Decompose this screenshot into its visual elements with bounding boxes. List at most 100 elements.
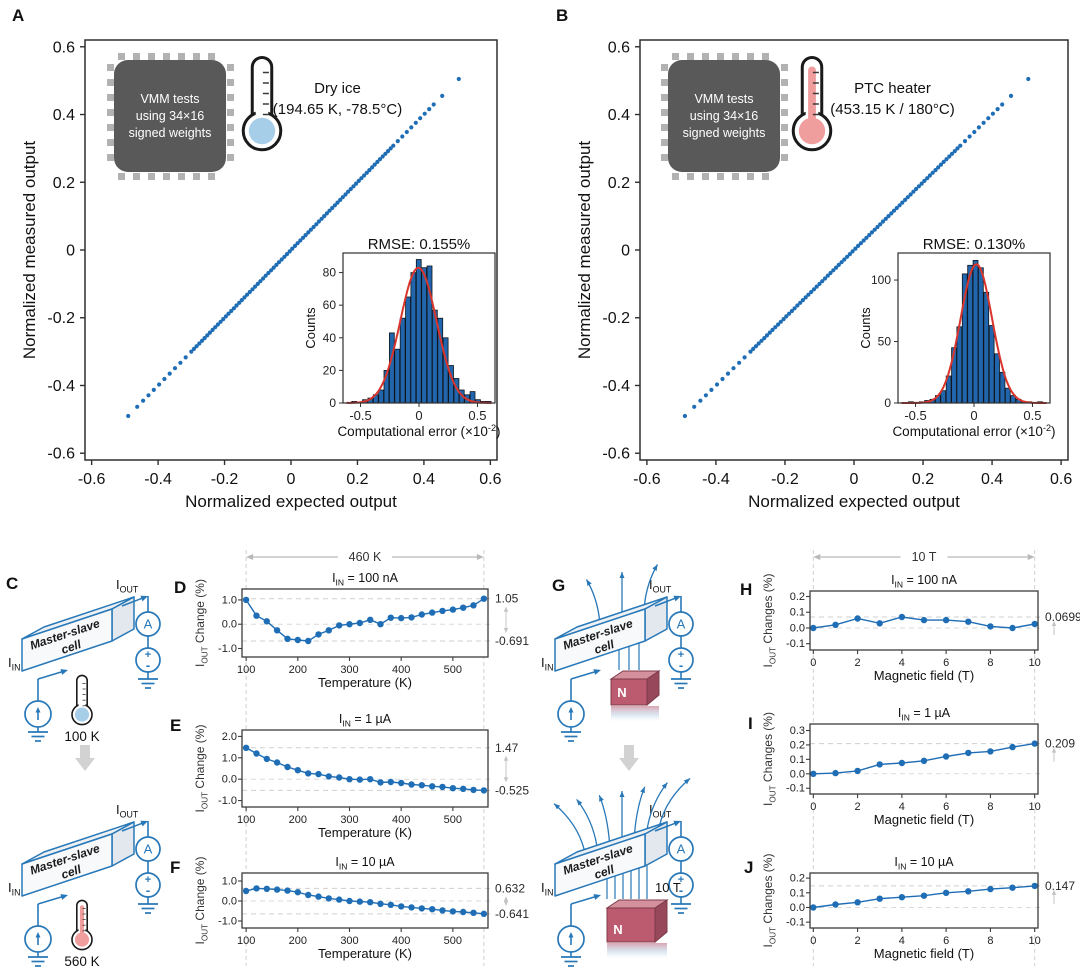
cell-box	[21, 833, 113, 897]
x-tick-label: -0.4	[702, 471, 730, 488]
annotation-value: 0.147	[1045, 879, 1075, 893]
inset-histogram: 0 50 100 -0.5 0 0.5 Counts Computational error …	[858, 252, 1056, 439]
arrowhead	[586, 579, 592, 586]
panel-label-b: B	[556, 6, 569, 25]
arrowhead	[640, 786, 645, 794]
scatter-points	[682, 76, 1031, 419]
inset-y-axis-label: Counts	[303, 307, 318, 349]
arrowhead	[503, 777, 509, 783]
arrowhead	[1051, 620, 1057, 626]
x-tick-label: 6	[943, 935, 949, 947]
x-tick-label: 400	[392, 814, 410, 826]
field-strength-label: 10 T	[655, 880, 681, 895]
iin-label: IIN	[541, 655, 553, 673]
iout-label: IOUT	[649, 802, 672, 820]
y-tick-label: 0.1	[790, 607, 805, 619]
y-axis-label: IOUT Changes (%)	[761, 574, 778, 668]
panel-label-f: F	[170, 858, 181, 877]
chip-text-line: using 34×16	[135, 109, 205, 123]
y-tick-label: -0.6	[602, 446, 630, 463]
plot-frame	[241, 729, 489, 808]
panel-label-a: A	[12, 6, 25, 25]
panel-label-e: E	[170, 716, 182, 735]
annotation-value: 0.0699	[1045, 610, 1080, 624]
arrowhead	[503, 755, 509, 761]
thermometer-icon-cold	[241, 56, 283, 152]
x-tick-label: 500	[444, 814, 462, 826]
arrowhead	[476, 554, 484, 560]
y-tick-label: 0.0	[222, 619, 237, 631]
scatter-points	[126, 76, 461, 419]
iout-label: IOUT	[649, 577, 672, 595]
panel-b-x-axis-label: Normalized expected output	[748, 492, 960, 511]
x-tick-label: 200	[289, 814, 307, 826]
inset-y-tick: 60	[323, 298, 337, 312]
x-tick-label: 300	[340, 664, 358, 676]
transition-arrow-icon	[619, 745, 639, 771]
annotation-value: 1.47	[495, 741, 519, 755]
data-points	[242, 595, 488, 645]
x-tick-label: 400	[392, 935, 410, 947]
arrowhead	[140, 820, 148, 827]
x-tick-label: 4	[899, 801, 905, 813]
cell-box	[554, 608, 646, 672]
x-axis-label: Magnetic field (T)	[874, 946, 974, 961]
x-tick-label: 6	[943, 801, 949, 813]
panel-label-d: D	[174, 578, 187, 597]
inset-y-tick: 80	[323, 266, 337, 280]
y-tick-label: -0.1	[786, 783, 805, 795]
condition-line-1: Dry ice	[314, 80, 361, 97]
inset-y-tick: 40	[323, 331, 337, 345]
panel-e-chart: 100 200 300 400 500 -1.0 0.0 1.0 2.0 IIN = 1 µA Te…	[193, 712, 529, 840]
chart-title: IIN = 1 µA	[339, 712, 392, 729]
x-tick-label: -0.2	[771, 471, 799, 488]
transition-arrow-icon	[75, 745, 95, 771]
condition-line-1: PTC heater	[854, 80, 931, 97]
iin-label: IIN	[8, 880, 20, 898]
arrowhead	[673, 820, 681, 827]
y-tick-label: 0.0	[222, 896, 237, 908]
panel-d-chart: 100 200 300 400 500 -1.0 0.0 1.0 IIN = 100 nA Tem…	[193, 571, 529, 690]
arrowhead	[35, 707, 41, 713]
x-tick-label: 4	[899, 935, 905, 947]
arrowhead	[140, 595, 148, 602]
chip-pins-top	[118, 53, 222, 60]
chip-text-line: VMM tests	[140, 92, 200, 106]
field-line	[585, 579, 601, 620]
y-tick-label: 1.0	[222, 876, 237, 888]
panel-a-y-axis-label: Normalized measured output	[20, 140, 39, 360]
arrowhead	[503, 896, 509, 902]
x-tick-label: 2	[855, 657, 861, 669]
panel-label-c: C	[6, 574, 19, 593]
cell-label-line2: cell	[59, 637, 83, 657]
y-tick-label: 0.0	[790, 768, 805, 780]
x-tick-label: 8	[987, 801, 993, 813]
gaussian-fit-curve	[901, 262, 1047, 404]
x-axis-label: Temperature (K)	[318, 946, 412, 961]
x-tick-label: 2	[855, 935, 861, 947]
chart-title: IIN = 10 µA	[335, 855, 395, 872]
magnet-icon	[606, 907, 656, 943]
cell-box	[21, 608, 113, 672]
x-axis-label: Magnetic field (T)	[874, 668, 974, 683]
inset-x-tick: 0	[415, 408, 422, 423]
magnet-pole-label: N	[613, 922, 622, 937]
minus-sign: -	[146, 883, 150, 898]
y-tick-label: 0.2	[790, 739, 805, 751]
inset-x-tick: 0	[970, 408, 977, 423]
inset-x-tick: -0.5	[904, 408, 926, 423]
ammeter-label: A	[677, 617, 686, 632]
panel-label-j: J	[744, 858, 754, 877]
data-points	[810, 882, 1038, 911]
x-tick-label: 2	[855, 801, 861, 813]
chip-text-line: using 34×16	[689, 109, 759, 123]
arrowhead	[619, 791, 625, 797]
x-axis-label: Magnetic field (T)	[874, 812, 974, 827]
annotation-value: 0.632	[495, 881, 525, 895]
arrowhead	[568, 707, 574, 713]
y-tick-label: -1.0	[218, 643, 237, 655]
arrowhead	[503, 606, 509, 612]
panel-label-g: G	[552, 576, 566, 595]
